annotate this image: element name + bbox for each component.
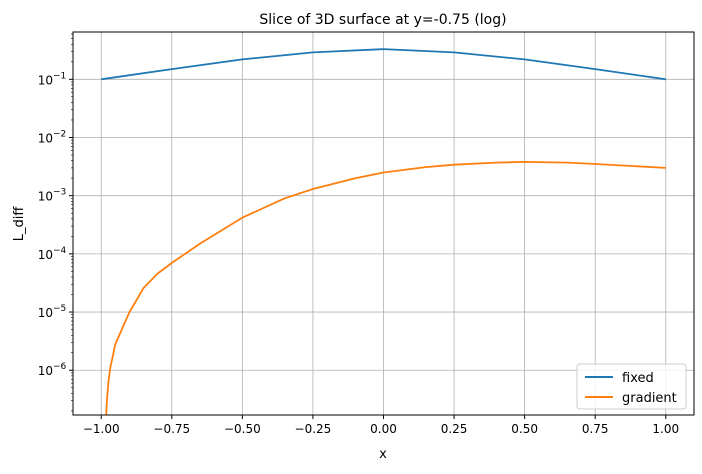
y-tick-label: 10 bbox=[38, 131, 53, 145]
y-axis-label: L_diff bbox=[12, 206, 27, 242]
x-tick-label: 0.75 bbox=[582, 422, 609, 436]
x-tick-label: 0.25 bbox=[441, 422, 468, 436]
y-tick-label: 10 bbox=[38, 364, 53, 378]
x-tick-label: −0.50 bbox=[224, 422, 261, 436]
x-axis-label: x bbox=[379, 447, 387, 462]
x-tick-label: −1.00 bbox=[83, 422, 120, 436]
x-tick-label: 0.50 bbox=[511, 422, 538, 436]
series-line-gradient bbox=[105, 161, 666, 415]
legend-label-gradient: gradient bbox=[622, 391, 677, 406]
ticks: −1.00 −0.75 −0.50 −0.25 0.00 0.25 0.50 0.75 1.00… bbox=[38, 33, 679, 436]
series-line-fixed bbox=[101, 48, 666, 81]
x-tick-label: −0.75 bbox=[153, 422, 190, 436]
series-lines bbox=[101, 48, 666, 415]
y-tick-label: 10 bbox=[38, 73, 53, 87]
y-tick-label: 10 bbox=[38, 190, 53, 204]
x-tick-label: 0.00 bbox=[370, 422, 397, 436]
y-tick-label: 10 bbox=[38, 306, 53, 320]
legend-label-fixed: fixed bbox=[622, 371, 654, 386]
y-tick-exponent: −6 bbox=[53, 362, 67, 372]
y-tick-exponent: −1 bbox=[53, 71, 66, 81]
x-tick-label: −0.25 bbox=[295, 422, 332, 436]
y-tick-exponent: −2 bbox=[53, 129, 66, 139]
y-tick-exponent: −4 bbox=[53, 246, 67, 256]
legend: fixed gradient bbox=[576, 363, 687, 410]
chart-title: Slice of 3D surface at y=-0.75 (log) bbox=[259, 12, 506, 28]
x-tick-label: 1.00 bbox=[652, 422, 679, 436]
y-tick-exponent: −5 bbox=[53, 304, 66, 314]
y-tick-exponent: −3 bbox=[53, 188, 66, 198]
y-tick-label: 10 bbox=[38, 248, 53, 262]
grid bbox=[73, 32, 694, 415]
